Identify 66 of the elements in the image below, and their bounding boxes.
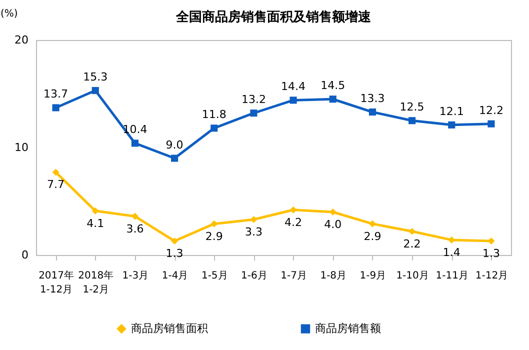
data-label: 12.2 [478,104,504,117]
point [488,237,495,245]
data-label: 12.1 [439,104,464,118]
data-label: 7.7 [47,178,65,192]
chart-title: 全国商品房销售面积及销售额增速 [175,9,372,25]
point [250,216,258,224]
point [210,124,218,132]
data-label: 14.4 [281,80,306,94]
data-label: 4.0 [324,218,342,231]
data-label: 4.1 [86,216,104,230]
y-tick-label: 20 [14,34,28,46]
data-label: 3.6 [126,222,144,236]
legend-label: 商品房销售面积 [131,322,208,335]
x-tick-label: 1-11月 [436,270,468,282]
point [408,228,416,235]
x-tick-label: 1-10月 [396,270,429,282]
data-label: 1.3 [482,247,500,260]
data-label: 13.7 [44,88,68,101]
point [290,206,297,214]
data-label: 14.5 [320,79,346,92]
x-tick-label: 1-12月 [475,270,508,282]
y-tick-label: 10 [14,141,28,154]
x-tick-label: 2017年 1-12月 [38,270,74,296]
point [368,108,376,116]
x-tick-label: 2018年 1-2月 [78,270,114,296]
data-label: 12.5 [400,100,424,114]
point [131,212,138,220]
x-tick-label: 1-6月 [241,270,268,282]
point [448,121,456,128]
data-label: 1.3 [166,247,184,260]
point [171,237,178,245]
x-tick-label: 1-3月 [122,270,149,282]
point [131,140,138,147]
point [329,96,336,103]
y-tick-label: 0 [22,248,28,262]
data-label: 3.3 [244,226,262,239]
point [368,220,376,228]
point [329,208,336,216]
point [210,220,218,228]
y-axis-title: (%) [0,8,18,20]
legend-label: 商品房销售额 [315,322,381,335]
data-label: 1.4 [442,246,460,259]
point [52,104,60,112]
point [52,168,60,176]
point [448,236,456,244]
data-label: 2.2 [403,237,421,250]
x-tick-label: 1-9月 [360,270,386,282]
point [290,96,297,104]
point [92,86,99,94]
data-label: 15.3 [83,70,108,84]
data-label: 9.0 [166,138,184,152]
data-label: 13.3 [360,92,385,106]
x-tick-label: 1-5月 [201,270,228,282]
data-label: 4.2 [284,216,302,229]
data-label: 13.2 [241,93,266,106]
data-label: 11.8 [202,108,226,122]
point [408,117,416,124]
data-label: 2.9 [205,230,223,243]
x-tick-label: 1-8月 [320,270,347,282]
point [250,110,258,117]
x-tick-label: 1-4月 [162,270,188,282]
point [92,207,99,214]
x-tick-label: 1-7月 [280,270,307,282]
point [171,154,178,162]
data-label: 2.9 [364,230,382,243]
point [488,120,495,128]
